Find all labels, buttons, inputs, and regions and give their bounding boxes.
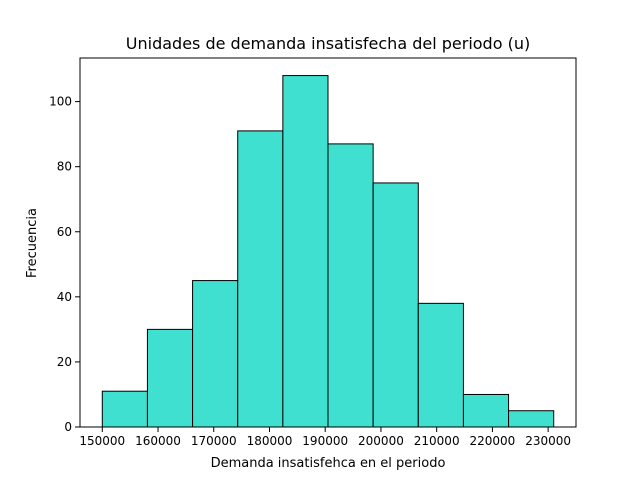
x-tick-label: 190000 [302, 434, 348, 448]
chart-title: Unidades de demanda insatisfecha del per… [126, 34, 530, 53]
y-tick-label: 20 [57, 355, 72, 369]
histogram-bar [101, 390, 148, 428]
x-tick-label: 160000 [135, 434, 181, 448]
histogram-bar [508, 410, 555, 428]
y-axis-label: Frecuencia [25, 208, 40, 278]
histogram-bar [192, 280, 239, 428]
histogram-bar [327, 143, 374, 428]
y-tick-label: 60 [57, 225, 72, 239]
x-tick-label: 200000 [358, 434, 404, 448]
histogram-bar [146, 328, 194, 428]
histogram-bar [237, 130, 284, 428]
x-tick-label: 210000 [414, 434, 460, 448]
histogram-bar [462, 393, 510, 428]
y-tick-label: 80 [57, 160, 72, 174]
histogram-bar [417, 302, 464, 428]
x-tick-label: 170000 [191, 434, 237, 448]
x-axis-label: Demanda insatisfehca en el periodo [211, 456, 446, 471]
plot-area-frame [79, 57, 577, 428]
x-tick-label: 150000 [79, 434, 125, 448]
x-tick-label: 220000 [469, 434, 515, 448]
histogram-bar [372, 182, 419, 428]
x-tick-label: 180000 [247, 434, 293, 448]
y-tick-label: 100 [49, 95, 72, 109]
bars-group [101, 75, 555, 428]
x-tick-label: 230000 [525, 434, 571, 448]
histogram-bar [282, 75, 329, 428]
ticks-group: 150000 160000 170000 180000 190000 200000 2100… [49, 95, 571, 448]
y-tick-label: 40 [57, 290, 72, 304]
y-tick-label: 0 [64, 420, 72, 434]
